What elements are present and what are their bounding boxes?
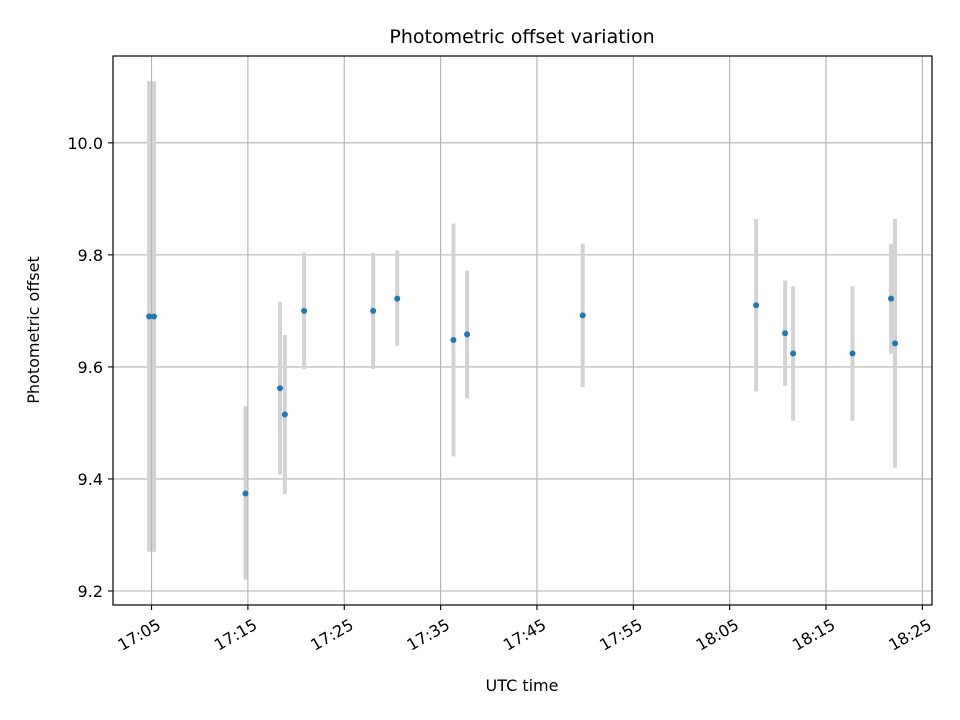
data-point (242, 490, 249, 497)
y-tick-label: 9.2 (78, 582, 103, 601)
data-point (394, 295, 401, 302)
data-point (579, 312, 586, 319)
data-point (888, 295, 895, 302)
plot-frame (112, 55, 933, 606)
y-axis-label: Photometric offset (24, 256, 43, 404)
y-tick-label: 9.4 (78, 470, 103, 489)
y-axis-ticks: 9.2 9.4 9.6 9.8 10.0 (67, 134, 113, 601)
x-axis-label: UTC time (486, 676, 559, 695)
data-point (753, 302, 760, 309)
y-tick-label: 9.6 (78, 358, 103, 377)
chart-title: Photometric offset variation (389, 26, 654, 48)
grid (113, 56, 932, 605)
data-point (370, 307, 377, 314)
y-tick-label: 9.8 (78, 246, 103, 265)
data-point (146, 313, 153, 320)
data-point (790, 350, 797, 357)
data-point (450, 337, 457, 344)
y-tick-label: 10.0 (67, 134, 103, 153)
data-point (782, 330, 789, 337)
data-point (281, 411, 288, 418)
data-point (464, 331, 471, 338)
data-point (150, 313, 157, 320)
data-point (892, 340, 899, 347)
data-points (146, 295, 899, 497)
data-point (277, 385, 284, 392)
data-point (849, 350, 856, 357)
data-point (301, 307, 308, 314)
